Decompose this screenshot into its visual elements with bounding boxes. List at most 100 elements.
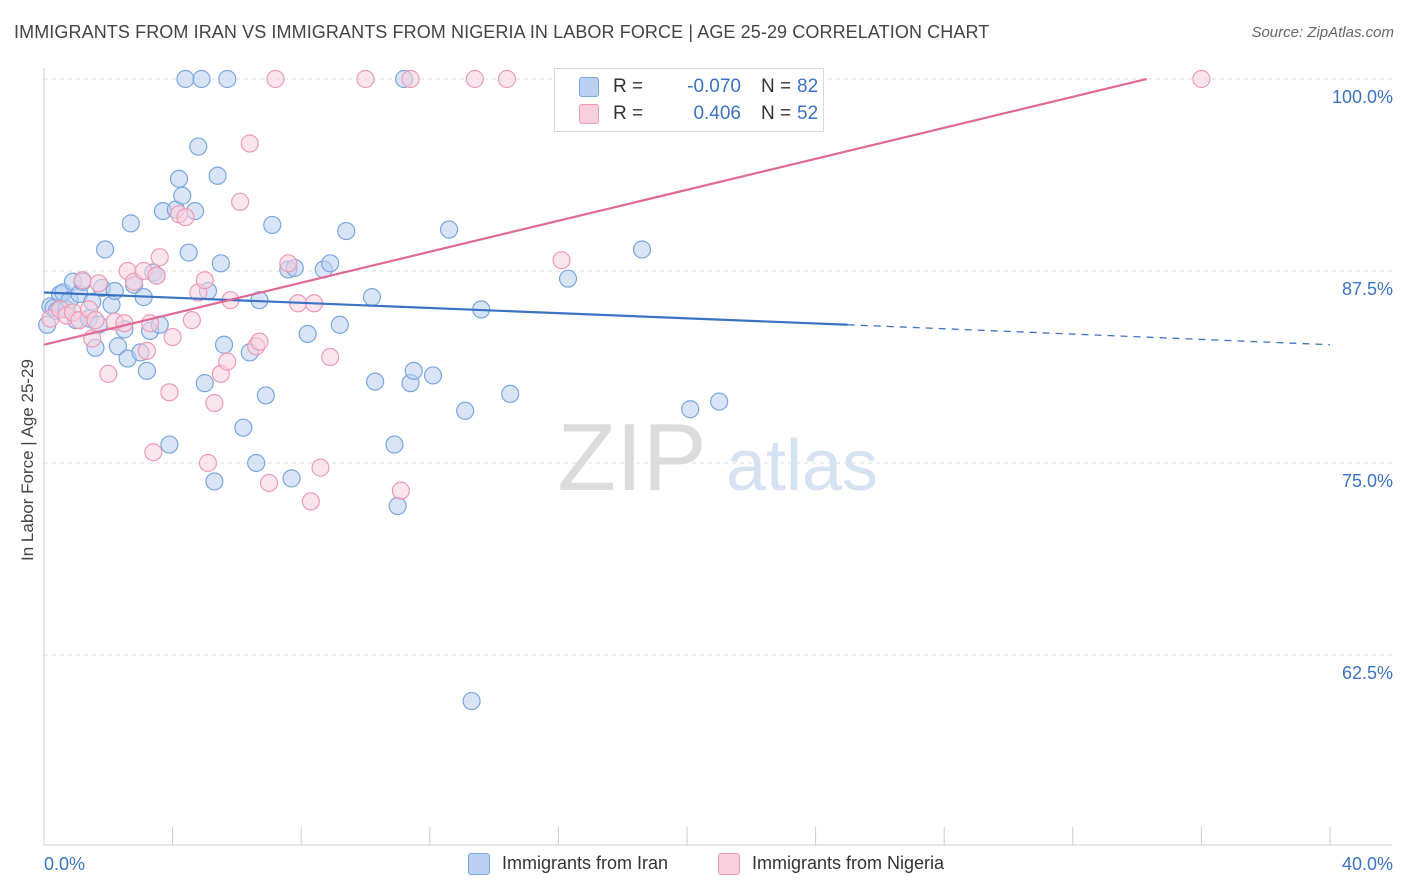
point-iran — [179, 243, 198, 262]
y-tick-label: 87.5% — [1342, 279, 1393, 299]
point-iran — [321, 254, 340, 273]
legend-label-nigeria: Immigrants from Nigeria — [752, 853, 945, 873]
point-nigeria — [1192, 69, 1211, 89]
point-iran — [462, 691, 481, 711]
point-nigeria — [99, 364, 118, 384]
gridlines — [44, 78, 1392, 656]
point-nigeria — [259, 473, 279, 493]
point-iran — [330, 315, 349, 334]
watermark: ZIP atlas — [557, 404, 878, 511]
point-nigeria — [176, 208, 195, 227]
trend-line-iran — [43, 291, 848, 326]
point-nigeria — [552, 251, 571, 270]
point-nigeria — [150, 248, 169, 267]
point-iran — [366, 372, 385, 391]
point-nigeria — [356, 69, 375, 89]
axes — [43, 68, 1392, 846]
legend-r-label: R = — [613, 76, 644, 97]
point-iran — [501, 384, 520, 403]
point-iran — [218, 69, 237, 89]
trend-line-iran-extension — [847, 324, 1331, 346]
chart-source: Source: ZipAtlas.com — [1251, 24, 1394, 41]
y-axis-label: In Labor Force | Age 25-29 — [18, 359, 37, 561]
watermark-atlas: atlas — [726, 426, 878, 506]
point-iran — [192, 69, 211, 89]
legend-swatch-nigeria — [579, 104, 599, 124]
point-nigeria — [391, 481, 410, 500]
legend-label-iran: Immigrants from Iran — [502, 853, 669, 873]
point-nigeria — [73, 271, 92, 290]
point-iran — [108, 337, 128, 356]
point-nigeria — [301, 492, 320, 511]
point-iran — [173, 186, 192, 205]
legend-n-value: 82 — [797, 76, 819, 97]
point-iran — [160, 435, 179, 454]
point-iran — [632, 240, 652, 259]
point-iran — [362, 288, 382, 307]
y-tick-label: 62.5% — [1342, 663, 1393, 683]
point-nigeria — [205, 393, 224, 413]
point-nigeria — [218, 352, 237, 371]
point-iran — [263, 215, 282, 235]
stats-legend: R = -0.070 N = 82 R = 0.406 N = 52 — [554, 68, 824, 132]
point-iran — [176, 69, 195, 89]
y-tick-label: 75.0% — [1342, 471, 1393, 491]
point-iran — [282, 469, 301, 488]
data-points — [38, 69, 1211, 711]
point-nigeria — [137, 341, 156, 360]
point-iran — [439, 220, 459, 239]
point-iran — [456, 401, 475, 420]
point-iran — [234, 418, 253, 437]
point-nigeria — [401, 69, 420, 89]
point-iran — [423, 366, 443, 385]
legend-n-value: 52 — [797, 103, 819, 124]
legend-r-value: -0.070 — [687, 76, 741, 97]
x-tick-label: 40.0% — [1342, 854, 1393, 874]
point-iran — [256, 386, 275, 405]
point-iran — [105, 281, 124, 301]
point-nigeria — [163, 327, 182, 347]
point-nigeria — [147, 266, 166, 285]
point-nigeria — [86, 311, 105, 330]
y-tick-label: 100.0% — [1332, 87, 1393, 107]
point-iran — [298, 324, 317, 344]
point-iran — [681, 400, 700, 419]
legend-n-label: N = — [761, 103, 792, 124]
point-iran — [189, 137, 208, 156]
point-nigeria — [266, 69, 285, 89]
point-iran — [195, 374, 214, 393]
legend-swatch-nigeria — [718, 853, 740, 875]
point-iran — [214, 335, 234, 354]
point-nigeria — [231, 192, 250, 211]
series-legend: Immigrants from Iran Immigrants from Nig… — [0, 852, 1406, 878]
point-iran — [247, 453, 266, 473]
legend-r-value: 0.406 — [693, 103, 741, 124]
point-iran — [404, 361, 423, 380]
point-nigeria — [195, 271, 214, 290]
point-iran — [169, 169, 189, 188]
legend-swatch-iran — [468, 853, 490, 875]
tick-labels: 100.0% 87.5% 75.0% 62.5% 0.0% 40.0% — [44, 87, 1393, 874]
point-nigeria — [311, 458, 330, 477]
watermark-zip: ZIP — [557, 404, 706, 511]
point-nigeria — [279, 254, 298, 273]
point-iran — [385, 435, 404, 454]
point-nigeria — [497, 69, 517, 89]
point-iran — [208, 166, 227, 185]
point-iran — [95, 240, 115, 259]
point-iran — [710, 392, 729, 411]
point-nigeria — [240, 134, 259, 153]
point-nigeria — [144, 443, 163, 462]
point-iran — [121, 214, 140, 233]
trend-line-nigeria — [43, 77, 1148, 346]
trend-lines — [43, 77, 1331, 346]
point-iran — [337, 221, 356, 241]
x-tick-label: 0.0% — [44, 854, 85, 874]
point-nigeria — [160, 383, 179, 402]
point-nigeria — [182, 311, 201, 330]
point-nigeria — [250, 332, 269, 351]
chart-title: IMMIGRANTS FROM IRAN VS IMMIGRANTS FROM … — [14, 22, 990, 42]
point-iran — [211, 254, 230, 273]
point-iran — [205, 472, 224, 491]
